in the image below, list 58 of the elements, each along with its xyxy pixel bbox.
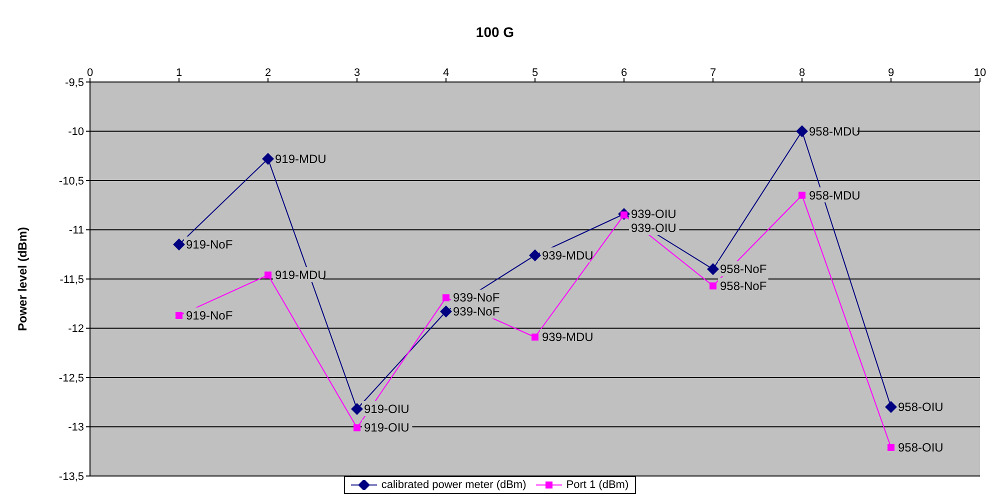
annotation: 958-NoF	[720, 262, 767, 276]
point	[529, 249, 541, 262]
point	[351, 403, 363, 416]
annotation: 939-MDU	[542, 248, 594, 262]
annotation: 939-NoF	[453, 290, 500, 305]
annotation: 919-MDU	[275, 268, 326, 282]
y-tick-label: -12,5	[58, 372, 84, 384]
x-tick-label: 4	[442, 67, 450, 79]
x-tick-label: 6	[620, 67, 628, 79]
y-axis-title: Power level (dBm)	[15, 226, 30, 332]
point	[798, 192, 806, 199]
annotation: 919-MDU	[275, 152, 326, 166]
legend-label: Port 1 (dBm)	[566, 479, 629, 491]
chart-title: 100 G	[474, 24, 516, 40]
annotation: 939-MDU	[542, 330, 594, 344]
annotation: 958-NoF	[720, 278, 767, 293]
x-tick-label: 10	[974, 67, 986, 79]
y-tick-label: -11	[68, 224, 84, 237]
point	[354, 424, 360, 432]
x-tick-label: 9	[888, 67, 894, 79]
y-tick-label: -13,5	[58, 470, 84, 483]
annotation: 919-NoF	[186, 238, 233, 252]
x-tick-label: 1	[176, 67, 182, 79]
point	[264, 272, 272, 279]
point	[176, 312, 182, 319]
point	[888, 444, 894, 451]
annotation: 919-OIU	[364, 402, 410, 416]
annotation: 958-OIU	[898, 440, 944, 454]
x-tick-label: 7	[710, 67, 716, 79]
point	[885, 401, 897, 414]
x-tick-label: 2	[264, 67, 272, 79]
annotation: 958-MDU	[809, 188, 860, 202]
point	[707, 263, 719, 276]
annotation: 919-OIU	[364, 420, 410, 435]
annotation: 939-OIU	[631, 220, 676, 235]
legend-label: calibrated power meter (dBm)	[381, 479, 526, 491]
annotation: 939-OIU	[631, 206, 676, 221]
y-tick-label: -10,5	[58, 175, 84, 188]
x-tick-label: 3	[354, 67, 360, 79]
y-tick-label: -12	[68, 323, 84, 336]
annotation: 958-OIU	[898, 400, 944, 414]
annotation: 919-NoF	[186, 308, 233, 322]
x-tick-label: 0	[86, 67, 94, 79]
y-tick-label: -9,5	[65, 76, 84, 89]
point	[710, 282, 716, 290]
annotation: 939-NoF	[453, 304, 500, 319]
annotation: 958-MDU	[809, 124, 860, 138]
x-tick-label: 8	[798, 67, 806, 79]
x-tick-label: 5	[532, 67, 538, 79]
y-tick-label: -13	[68, 422, 84, 434]
y-tick-label: -10	[68, 126, 84, 138]
point	[796, 125, 808, 138]
point	[532, 334, 538, 341]
point	[173, 238, 185, 251]
point	[440, 306, 452, 318]
point	[442, 294, 450, 302]
y-tick-label: -11,5	[60, 274, 84, 286]
point	[262, 152, 274, 165]
